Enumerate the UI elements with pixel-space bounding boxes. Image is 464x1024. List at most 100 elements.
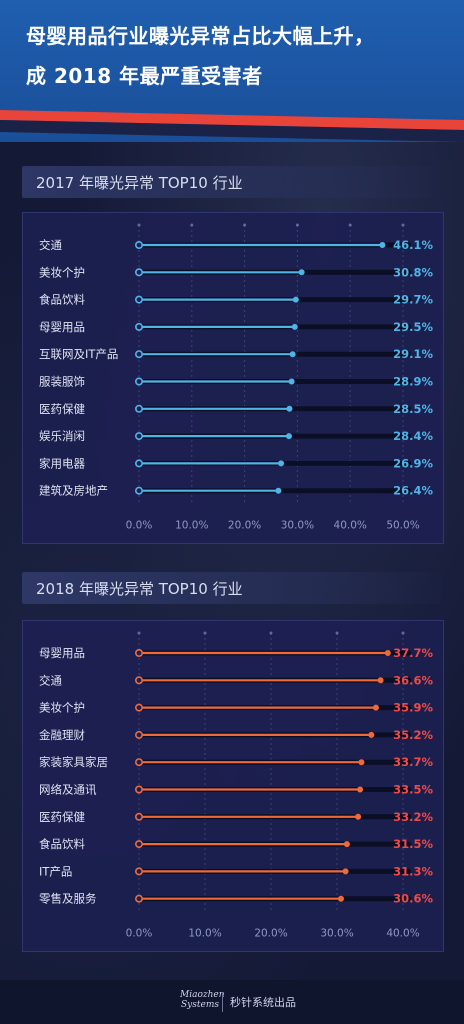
bar-start-dot	[135, 377, 144, 386]
x-tick-label: 0.0%	[126, 928, 153, 940]
chart-2017: 0.0% 10.0% 20.0% 30.0% 40.0% 50.0% 交通 46.1% 美妆个护…	[39, 223, 433, 532]
bar-end-dot	[342, 868, 349, 875]
bar-start-dot	[135, 758, 144, 767]
category-label: 零售及服务	[39, 892, 97, 906]
bar-end-dot	[357, 786, 364, 793]
category-label: 美妆个护	[39, 701, 85, 715]
bar-end-dot	[289, 351, 296, 358]
category-label: 食品饮料	[39, 293, 85, 307]
category-label: 家用电器	[39, 456, 85, 470]
bar-end-dot	[292, 296, 299, 303]
bar-start-dot	[135, 459, 144, 468]
category-label: 医药保健	[39, 810, 85, 824]
bar-end-dot	[337, 895, 344, 902]
category-label: 交通	[39, 673, 62, 687]
value-label: 28.5%	[393, 402, 433, 416]
bar-start-dot	[135, 432, 144, 441]
x-tick-label: 20.0%	[228, 520, 261, 532]
chart-panel-2018: 0.0% 10.0% 20.0% 30.0% 40.0% 母婴用品 37.7% 交通 36.6%…	[22, 620, 444, 952]
grid-dot	[335, 631, 339, 635]
grid-dot	[401, 223, 405, 227]
category-label: 家装家具家居	[39, 755, 108, 769]
bar-start-dot	[135, 812, 144, 821]
x-tick-label: 30.0%	[281, 520, 314, 532]
grid-dot	[295, 223, 299, 227]
category-label: 美妆个护	[39, 265, 85, 279]
bar-start-dot	[135, 268, 144, 277]
grid-dot	[203, 631, 207, 635]
bar-end-dot	[278, 460, 285, 467]
bar-start-dot	[135, 867, 144, 876]
footer-divider	[222, 992, 223, 1012]
category-label: 娱乐消闲	[39, 429, 85, 443]
bar-end-dot	[275, 487, 282, 494]
bar-start-dot	[135, 703, 144, 712]
bar-end-dot	[286, 405, 293, 412]
value-label: 33.7%	[393, 755, 433, 769]
x-tick-label: 10.0%	[188, 928, 221, 940]
section-header-2017: 2017 年曝光异常 TOP10 行业	[22, 166, 442, 198]
bar-start-dot	[135, 240, 144, 249]
chart-2018: 0.0% 10.0% 20.0% 30.0% 40.0% 母婴用品 37.7% 交通 36.6%…	[39, 631, 433, 940]
x-tick-label: 10.0%	[175, 520, 208, 532]
value-label: 36.6%	[393, 673, 433, 687]
value-label: 33.5%	[393, 783, 433, 797]
category-label: 建筑及房地产	[39, 484, 108, 498]
bar-end-dot	[379, 242, 386, 248]
x-tick-label: 20.0%	[254, 928, 287, 940]
value-label: 46.1%	[393, 238, 433, 252]
category-label: 服装服饰	[39, 375, 85, 389]
page-title-line1: 母婴用品行业曝光异常占比大幅上升，	[26, 24, 375, 48]
value-label: 29.7%	[393, 293, 433, 307]
footer: Miaozhen Systems 秒针系统出品	[0, 980, 464, 1024]
category-label: IT产品	[39, 864, 72, 878]
header-accent-stripe	[0, 110, 464, 142]
value-label: 28.9%	[393, 375, 433, 389]
bar-start-dot	[135, 486, 144, 495]
footer-credit: 秒针系统出品	[230, 996, 296, 1009]
brand-logo-line2: Systems	[181, 1000, 219, 1010]
bar-end-dot	[285, 433, 292, 440]
bar-start-dot	[135, 894, 144, 903]
bar-end-dot	[298, 269, 305, 276]
x-tick-label: 40.0%	[334, 520, 367, 532]
page-title-line2: 成 2018 年最严重受害者	[26, 64, 263, 88]
bar-start-dot	[135, 730, 144, 739]
value-label: 31.5%	[393, 837, 433, 851]
grid-dot	[137, 631, 141, 635]
value-label: 28.4%	[393, 429, 433, 443]
category-label: 母婴用品	[39, 320, 85, 334]
bar-start-dot	[135, 676, 144, 685]
category-label: 交通	[39, 238, 62, 252]
x-tick-label: 50.0%	[386, 520, 419, 532]
grid-dot	[269, 631, 273, 635]
bar-end-dot	[377, 677, 384, 684]
bar-start-dot	[135, 648, 144, 657]
bar-end-dot	[358, 759, 365, 766]
grid-dot	[401, 631, 405, 635]
bar-start-dot	[135, 350, 144, 359]
x-tick-label: 40.0%	[386, 928, 419, 940]
grid-dot	[243, 223, 247, 227]
x-tick-label: 0.0%	[126, 520, 153, 532]
grid-dot	[137, 223, 141, 227]
bar-end-dot	[384, 650, 391, 656]
value-label: 29.5%	[393, 320, 433, 334]
category-label: 互联网及IT产品	[39, 347, 118, 361]
bar-end-dot	[355, 813, 362, 820]
brand-logo: Miaozhen Systems	[180, 990, 225, 1010]
value-label: 33.2%	[393, 810, 433, 824]
category-label: 网络及通讯	[39, 783, 97, 797]
category-label: 母婴用品	[39, 646, 85, 660]
value-label: 29.1%	[393, 347, 433, 361]
bar-start-dot	[135, 404, 144, 413]
bar-start-dot	[135, 322, 144, 331]
bar-start-dot	[135, 295, 144, 304]
value-label: 30.6%	[393, 892, 433, 906]
category-label: 食品饮料	[39, 837, 85, 851]
bar-start-dot	[135, 840, 144, 849]
chart-panel-2017: 0.0% 10.0% 20.0% 30.0% 40.0% 50.0% 交通 46.1% 美妆个护…	[22, 212, 444, 544]
value-label: 26.9%	[393, 456, 433, 470]
value-label: 35.9%	[393, 701, 433, 715]
bar-end-dot	[343, 841, 350, 848]
